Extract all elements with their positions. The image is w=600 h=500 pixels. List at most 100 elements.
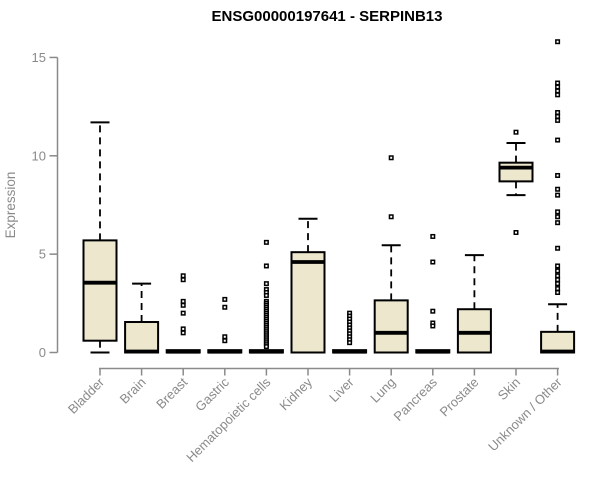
outlier-point: [347, 334, 353, 340]
outlier-point: [263, 344, 269, 350]
box-lung: [373, 155, 409, 354]
outlier-point: [263, 281, 269, 287]
outlier-point: [555, 117, 561, 123]
outlier-point: [555, 220, 561, 226]
outlier-point: [430, 323, 436, 329]
chart-title: ENSG00000197641 - SERPINB13: [212, 8, 443, 25]
outlier-point: [555, 268, 561, 274]
outlier-point: [180, 330, 186, 336]
outlier-point: [347, 337, 353, 343]
outlier-point: [555, 290, 561, 296]
outlier-point: [555, 80, 561, 86]
x-tick-label: Brain: [117, 375, 149, 407]
outlier-point: [555, 137, 561, 143]
outlier-point: [347, 340, 353, 346]
box-hematopoietic-cells: [248, 239, 284, 354]
outlier-point: [430, 233, 436, 239]
x-tick-label: Lung: [367, 375, 398, 406]
outlier-point: [555, 84, 561, 90]
y-axis-label: Expression: [3, 172, 18, 239]
outlier-point: [180, 277, 186, 283]
x-tick-label: Gastric: [192, 374, 232, 414]
outlier-point: [555, 277, 561, 283]
outlier-point: [347, 331, 353, 337]
box-rect: [124, 321, 160, 354]
outlier-point: [388, 155, 394, 161]
outlier-point: [347, 325, 353, 331]
x-tick-label: Liver: [326, 374, 357, 405]
outlier-point: [180, 302, 186, 308]
x-tick-label: Unknown / Other: [485, 374, 565, 454]
outlier-point: [388, 214, 394, 220]
outlier-point: [555, 186, 561, 192]
box-rect: [498, 161, 534, 183]
box-gastric: [207, 296, 243, 354]
y-axis: [49, 56, 59, 354]
y-tick-label: 15: [32, 50, 46, 65]
outlier-point: [347, 310, 353, 316]
outlier-point: [180, 326, 186, 332]
x-tick-label: Breast: [153, 374, 190, 411]
outlier-point: [263, 292, 269, 298]
y-tick-label: 5: [39, 247, 46, 262]
outlier-point: [555, 39, 561, 45]
box-bladder: [82, 121, 118, 354]
outlier-point: [430, 308, 436, 314]
box-prostate: [456, 254, 492, 354]
outlier-point: [555, 113, 561, 119]
box-brain: [124, 282, 160, 354]
outlier-point: [222, 334, 228, 340]
outlier-point: [180, 310, 186, 316]
x-tick-label: Kidney: [276, 374, 315, 413]
outlier-point: [513, 129, 519, 135]
outlier-point: [555, 209, 561, 215]
outlier-point: [263, 290, 269, 296]
box-rect: [540, 330, 576, 354]
outlier-point: [555, 192, 561, 198]
outlier-point: [555, 214, 561, 220]
outlier-point: [430, 320, 436, 326]
y-tick-label: 0: [39, 345, 46, 360]
outlier-point: [513, 230, 519, 236]
outlier-point: [555, 281, 561, 287]
box-rect: [373, 299, 409, 354]
outlier-point: [555, 88, 561, 94]
outlier-point: [263, 287, 269, 293]
outlier-point: [555, 286, 561, 292]
outlier-point: [555, 263, 561, 269]
outlier-point: [347, 328, 353, 334]
box-pancreas: [415, 233, 451, 354]
box-unknown-other: [540, 39, 576, 354]
outlier-point: [347, 322, 353, 328]
box-rect: [82, 239, 118, 342]
box-liver: [332, 310, 368, 354]
outlier-point: [555, 172, 561, 178]
y-tick-labels: 0 5 10 15: [32, 50, 46, 360]
outlier-point: [430, 259, 436, 265]
x-tick-label: Skin: [495, 375, 523, 403]
outlier-point: [347, 319, 353, 325]
outlier-point: [180, 273, 186, 279]
x-tick-label: Bladder: [65, 374, 108, 417]
outlier-point: [347, 316, 353, 322]
outlier-point: [263, 263, 269, 269]
outlier-point: [180, 298, 186, 304]
box-skin: [498, 129, 534, 236]
x-axis: [99, 367, 559, 376]
outlier-point: [555, 245, 561, 251]
outlier-point: [347, 313, 353, 319]
box-breast: [165, 273, 201, 354]
outlier-point: [222, 304, 228, 310]
box-rect: [456, 308, 492, 354]
box-rect: [290, 251, 326, 354]
outlier-point: [555, 110, 561, 116]
box-kidney: [290, 217, 326, 354]
x-tick-label: Prostate: [437, 375, 482, 420]
y-tick-label: 10: [32, 148, 46, 163]
outlier-point: [222, 296, 228, 302]
outlier-point: [555, 273, 561, 279]
